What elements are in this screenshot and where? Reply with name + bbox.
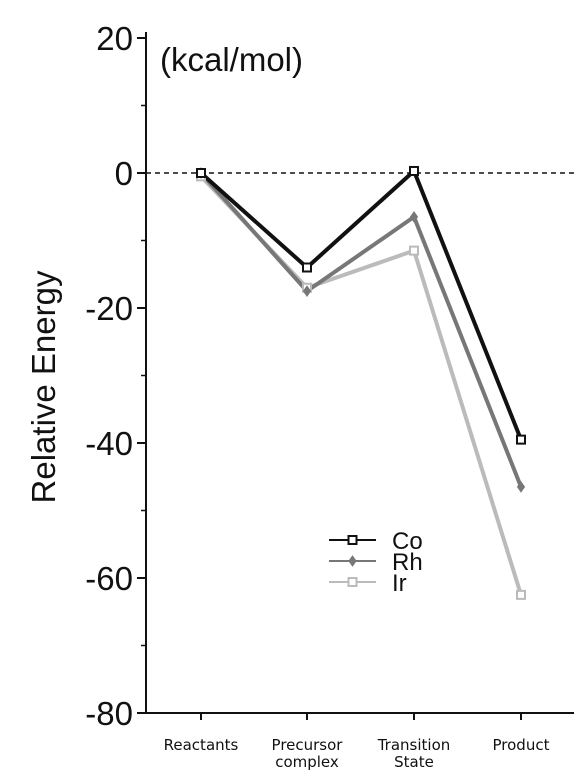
data-point [409, 211, 419, 223]
legend-label: Ir [392, 570, 407, 597]
data-point [302, 262, 312, 273]
x-category-label: Transition [377, 736, 451, 754]
x-category-label: State [394, 753, 434, 771]
y-tick-label: -20 [85, 290, 133, 327]
unit-label: (kcal/mol) [160, 41, 303, 78]
y-axis-title: Relative Energy [25, 270, 62, 503]
data-point [347, 577, 358, 587]
y-tick-label: 20 [96, 20, 133, 57]
data-point [347, 535, 358, 545]
y-tick-label: 0 [115, 155, 133, 192]
series-line-rh [199, 171, 523, 488]
x-category-label: Precursor [272, 736, 344, 754]
y-tick-label: -60 [85, 560, 133, 597]
data-point [302, 285, 312, 297]
data-point [516, 481, 526, 493]
series-line-co [199, 168, 523, 441]
data-point [196, 168, 206, 178]
legend-label: Co [392, 528, 423, 555]
data-point [409, 245, 419, 256]
x-category-label: complex [275, 753, 339, 771]
data-point [516, 434, 526, 445]
data-point [409, 165, 419, 176]
data-point [516, 589, 526, 600]
series-layer [196, 165, 526, 600]
axes: 20 0 -20 -40 -60 -80 Reactants Precursorcomplex… [85, 20, 574, 771]
series-line-ir [199, 174, 523, 596]
y-tick-label: -40 [85, 425, 133, 462]
x-category-label: Product [493, 736, 550, 754]
y-tick-label: -80 [85, 695, 133, 732]
legend-label: Rh [392, 549, 423, 576]
x-category-label: Reactants [164, 736, 239, 754]
data-point [348, 555, 357, 567]
